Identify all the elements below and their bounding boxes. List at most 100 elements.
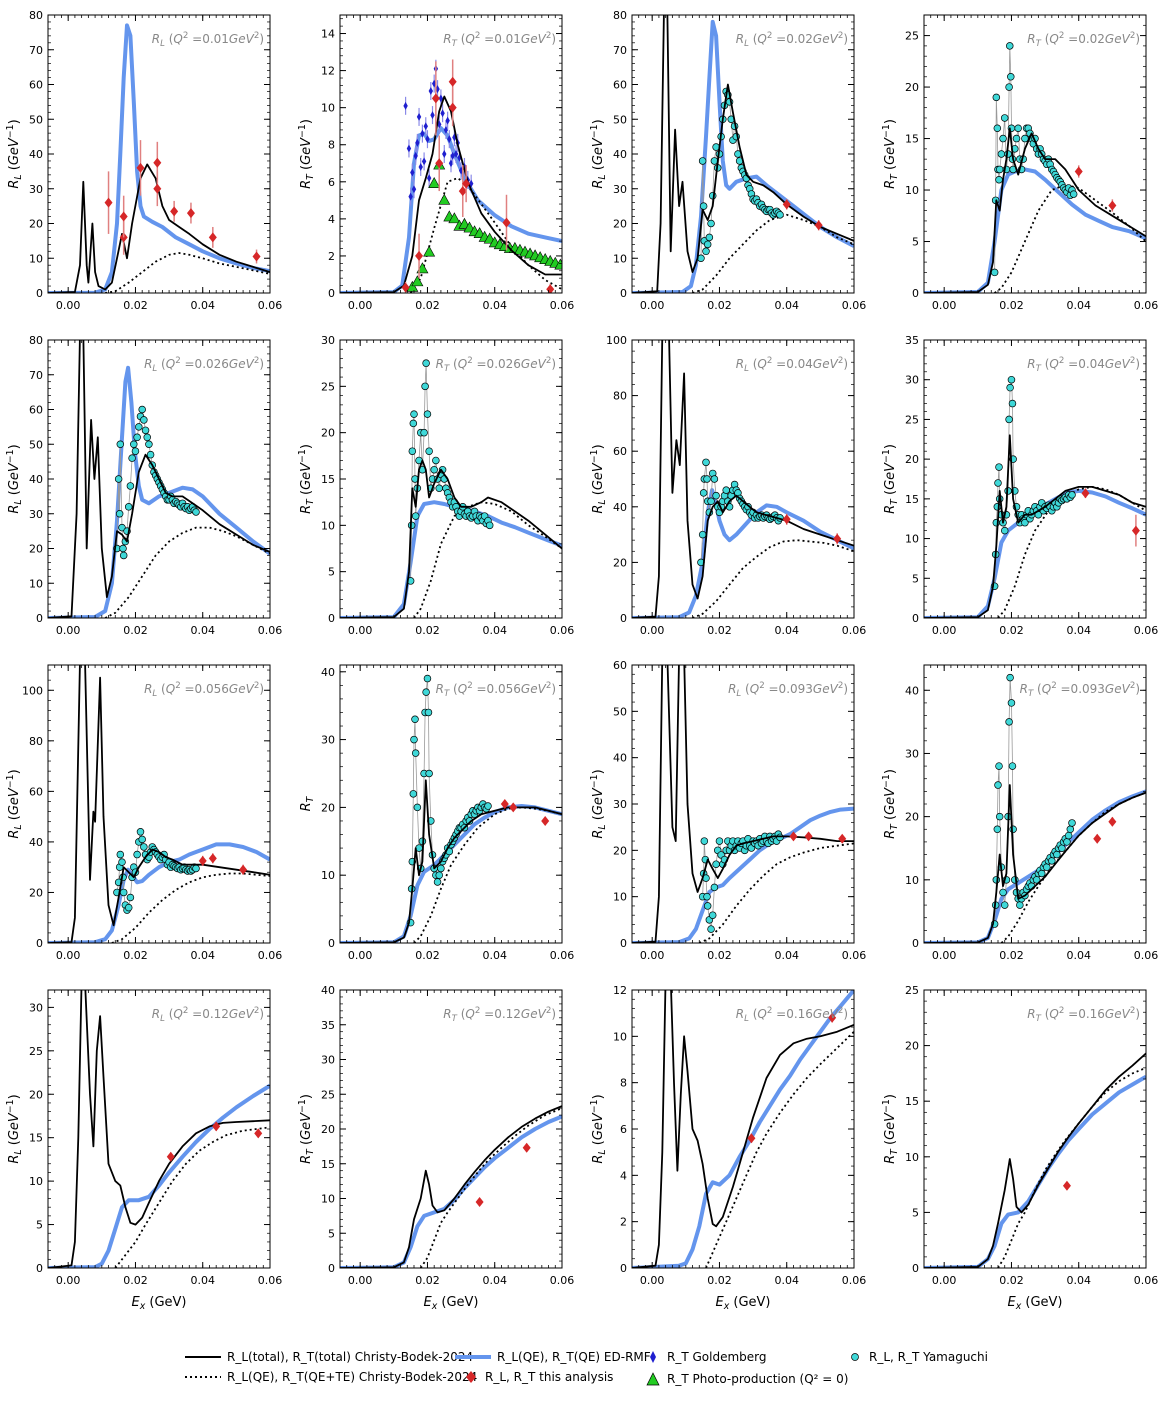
yamaguchi-point [143,433,151,442]
yamaguchi-point [133,850,141,859]
legend-goldemberg-marker [650,1351,656,1363]
legend-item-qe-cb: R_L(QE), R_T(QE+TE) Christy-Bodek-2024 [185,1368,477,1386]
yamaguchi-point [1069,190,1078,198]
edrmf-qe-curve [48,365,270,618]
y-tick-label: 25 [321,380,335,393]
panel-title: RT​ (Q2​ =0.056GeV2​) [436,681,556,699]
y-tick-label: 80 [613,390,627,403]
y-tick-label: 60 [29,404,43,417]
goldemberg-point [403,101,408,110]
legend-yamaguchi-label: R_L, R_T Yamaguchi [869,1350,988,1364]
y-tick-label: 50 [29,438,43,451]
axes-frame [339,664,563,944]
y-tick-label: 30 [29,183,43,196]
yamaguchi-point [1053,850,1061,859]
total-curve [340,1105,562,1268]
cb-qe-curve [692,213,854,293]
plot-area [632,665,854,943]
yamaguchi-point [703,240,712,249]
analysis-point [1074,166,1083,177]
yamaguchi-point [422,359,430,367]
cb-qe-curve [705,1031,854,1268]
yamaguchi-point [413,803,422,812]
y-tick-label: 80 [613,9,627,22]
panel-title: RT​ (Q2​ =0.16GeV2​) [1027,1006,1140,1024]
yamaguchi-point [411,512,420,520]
y-tick-label: 25 [321,1088,335,1101]
x-tick-label: 0.00 [348,1274,373,1287]
x-tick-label: 0.02 [415,624,440,637]
x-tick-label: 0.00 [348,299,373,312]
legend-photo-marker [646,1372,660,1386]
total-curve [48,163,270,293]
x-axis-label: Ex​ (GeV) [424,1295,479,1312]
goldemberg-point [445,116,450,125]
y-tick-label: 2 [328,250,335,263]
y-tick-label: 5 [912,236,919,249]
total-curve [48,665,270,943]
y-tick-label: 0 [912,937,919,950]
goldemberg-point [420,129,425,138]
y-axis-label: RT​ (GeV−1​) [881,1094,900,1164]
y-tick-label: 40 [905,684,919,697]
yamaguchi-point [435,871,443,879]
x-tick-label: 0.00 [56,1274,81,1287]
analysis-point [208,232,217,243]
analysis-point [186,208,195,219]
yamaguchi-point [192,864,200,873]
panel-t-0.056: 0.00 0.02 0.04 0.06 0 10 20 30 40 RT​ (Q2​ =0.056… [299,664,574,962]
plot-area [48,665,270,943]
total-curve [340,459,562,618]
goldemberg-point [425,135,430,144]
y-tick-label: 40 [613,752,627,765]
y-tick-label: 0 [328,612,335,625]
x-tick-label: 0.02 [999,949,1024,962]
analysis-point [104,197,113,208]
photo-production-point [438,193,451,205]
analysis-point [838,833,847,844]
cb-qe-curve [698,842,854,943]
edrmf-qe-curve [632,806,854,943]
yamaguchi-point [708,911,717,919]
y-tick-label: 30 [29,1001,43,1014]
y-tick-label: 0 [328,937,335,950]
x-tick-label: 0.02 [707,299,732,312]
edrmf-qe-curve [632,488,854,618]
yamaguchi-point [707,925,715,933]
x-tick-label: 0.04 [190,624,215,637]
yamaguchi-point [712,860,720,868]
yamaguchi-point [705,233,714,242]
yamaguchi-point [115,510,124,518]
panel-l-0.16: 0.00 0.02 0.04 0.06 0 2 4 6 8 10 12 RL​ (Q2​ =0.16G… [589,984,866,1312]
x-tick-label: 0.02 [123,949,148,962]
edrmf-qe-curve [340,126,562,293]
yamaguchi-point [1058,844,1066,852]
x-tick-label: 0.06 [1134,624,1159,637]
x-tick-label: 0.00 [640,624,665,637]
legend: R_L(total), R_T(total) Christy-Bodek-202… [185,1348,1065,1408]
x-tick-label: 0.04 [774,299,799,312]
analysis-point [814,220,823,231]
x-tick-label: 0.06 [550,1274,575,1287]
plot-area [340,359,562,618]
y-tick-label: 4 [620,1169,627,1182]
y-axis-label: RL​ (GeV−1​) [5,769,24,838]
yamaguchi-connector [410,678,489,923]
goldemberg-point [418,162,423,171]
yamaguchi-point [995,762,1003,770]
y-tick-label: 20 [905,811,919,824]
yamaguchi-point [1068,491,1076,499]
yamaguchi-point [119,551,128,560]
panel-title: RL​ (Q2​ =0.026GeV2​) [144,356,264,374]
yamaguchi-point [994,479,1002,487]
axes-frame [47,664,271,944]
cb-qe-curve [419,1107,562,1268]
axes-frame [631,14,855,294]
goldemberg-point [426,174,432,183]
panel-l-0.12: 0.00 0.02 0.04 0.06 0 5 10 15 20 25 30 RL​ (Q2​ =0.… [5,989,282,1312]
x-tick-label: 0.00 [348,949,373,962]
yamaguchi-point [411,715,419,723]
y-tick-label: 70 [613,44,627,57]
y-tick-label: 10 [321,102,335,115]
y-tick-label: 50 [613,113,627,126]
